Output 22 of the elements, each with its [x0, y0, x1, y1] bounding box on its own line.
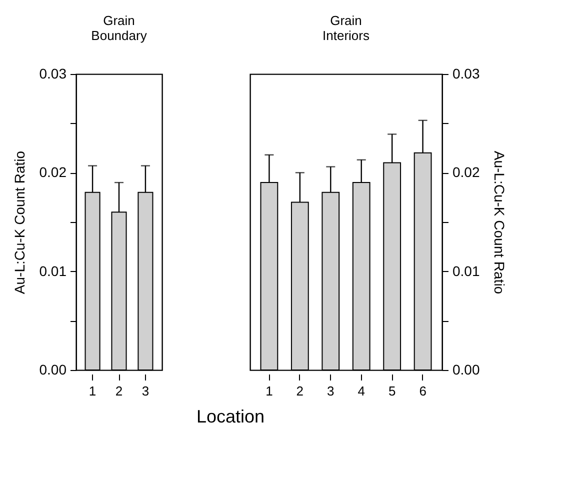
x-tick-label: 2 [115, 384, 123, 398]
chart-title: Grain Boundary [91, 13, 148, 43]
y2-axis-title: Au-L:Cu-K Count Ratio [492, 150, 508, 294]
x-tick-label: 1 [88, 384, 96, 398]
x-axis-title: Location [196, 406, 265, 426]
y-tick-label: 0.02 [39, 164, 67, 180]
y2-tick-label: 0.03 [452, 66, 480, 82]
x-tick-label: 2 [296, 384, 304, 398]
y-tick-label: 0.01 [39, 262, 67, 279]
y2-tick-label: 0.02 [452, 164, 480, 180]
y-tick-label: 0.00 [39, 362, 67, 378]
y2-tick-label: 0.01 [452, 262, 480, 279]
x-tick-label: 3 [327, 384, 334, 398]
y2-tick-label: 0.00 [452, 362, 480, 378]
x-tick-label: 1 [266, 384, 273, 398]
x-tick-label: 3 [142, 384, 150, 398]
y-tick-label: 0.03 [39, 66, 67, 82]
chart-title: Grain Interiors [322, 13, 370, 43]
x-tick-label: 5 [388, 384, 396, 398]
x-tick-label: 4 [358, 384, 365, 398]
x-tick-label: 6 [419, 384, 426, 398]
y-axis-title: Au-L:Cu-K Count Ratio [11, 150, 28, 294]
